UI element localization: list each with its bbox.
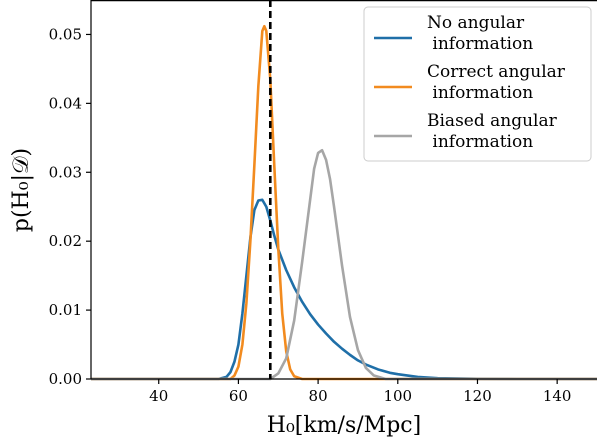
y-tick-label: 0.04: [49, 94, 82, 112]
legend-label-0: No angular: [427, 13, 525, 33]
series-line-0: [91, 198, 597, 381]
legend-label-2: Biased angular: [427, 111, 558, 131]
legend-label-0: information: [427, 34, 533, 54]
legend-frame: [363, 6, 592, 162]
y-tick-label: 0.01: [49, 301, 82, 319]
x-tick-label: 100: [383, 387, 412, 405]
series-line-1: [91, 24, 597, 381]
y-axis-label: p(H₀|𝒟): [9, 148, 34, 232]
series-line-2: [91, 148, 597, 381]
y-tick-label: 0.05: [49, 25, 82, 43]
y-tick-label: 0.03: [49, 163, 82, 181]
legend-label-2: information: [427, 132, 533, 152]
x-tick-label: 40: [149, 387, 168, 405]
axes-layer: [90, 0, 597, 380]
x-tick-label: 60: [229, 387, 248, 405]
x-tick-label: 140: [543, 387, 572, 405]
legend-label-1: Correct angular: [427, 62, 566, 82]
x-tick-label: 80: [309, 387, 328, 405]
x-tick-label: 120: [463, 387, 492, 405]
series-layer: [91, 24, 597, 381]
y-tick-label: 0.00: [49, 370, 82, 388]
ticks-layer: 40 60 80 100 120 140 0.00 0.01 0.02 0.03 0.04 0.05: [49, 25, 572, 405]
legend-label-1: information: [427, 83, 533, 103]
x-axis-label: H₀[km/s/Mpc]: [267, 413, 421, 438]
y-tick-label: 0.02: [49, 232, 82, 250]
